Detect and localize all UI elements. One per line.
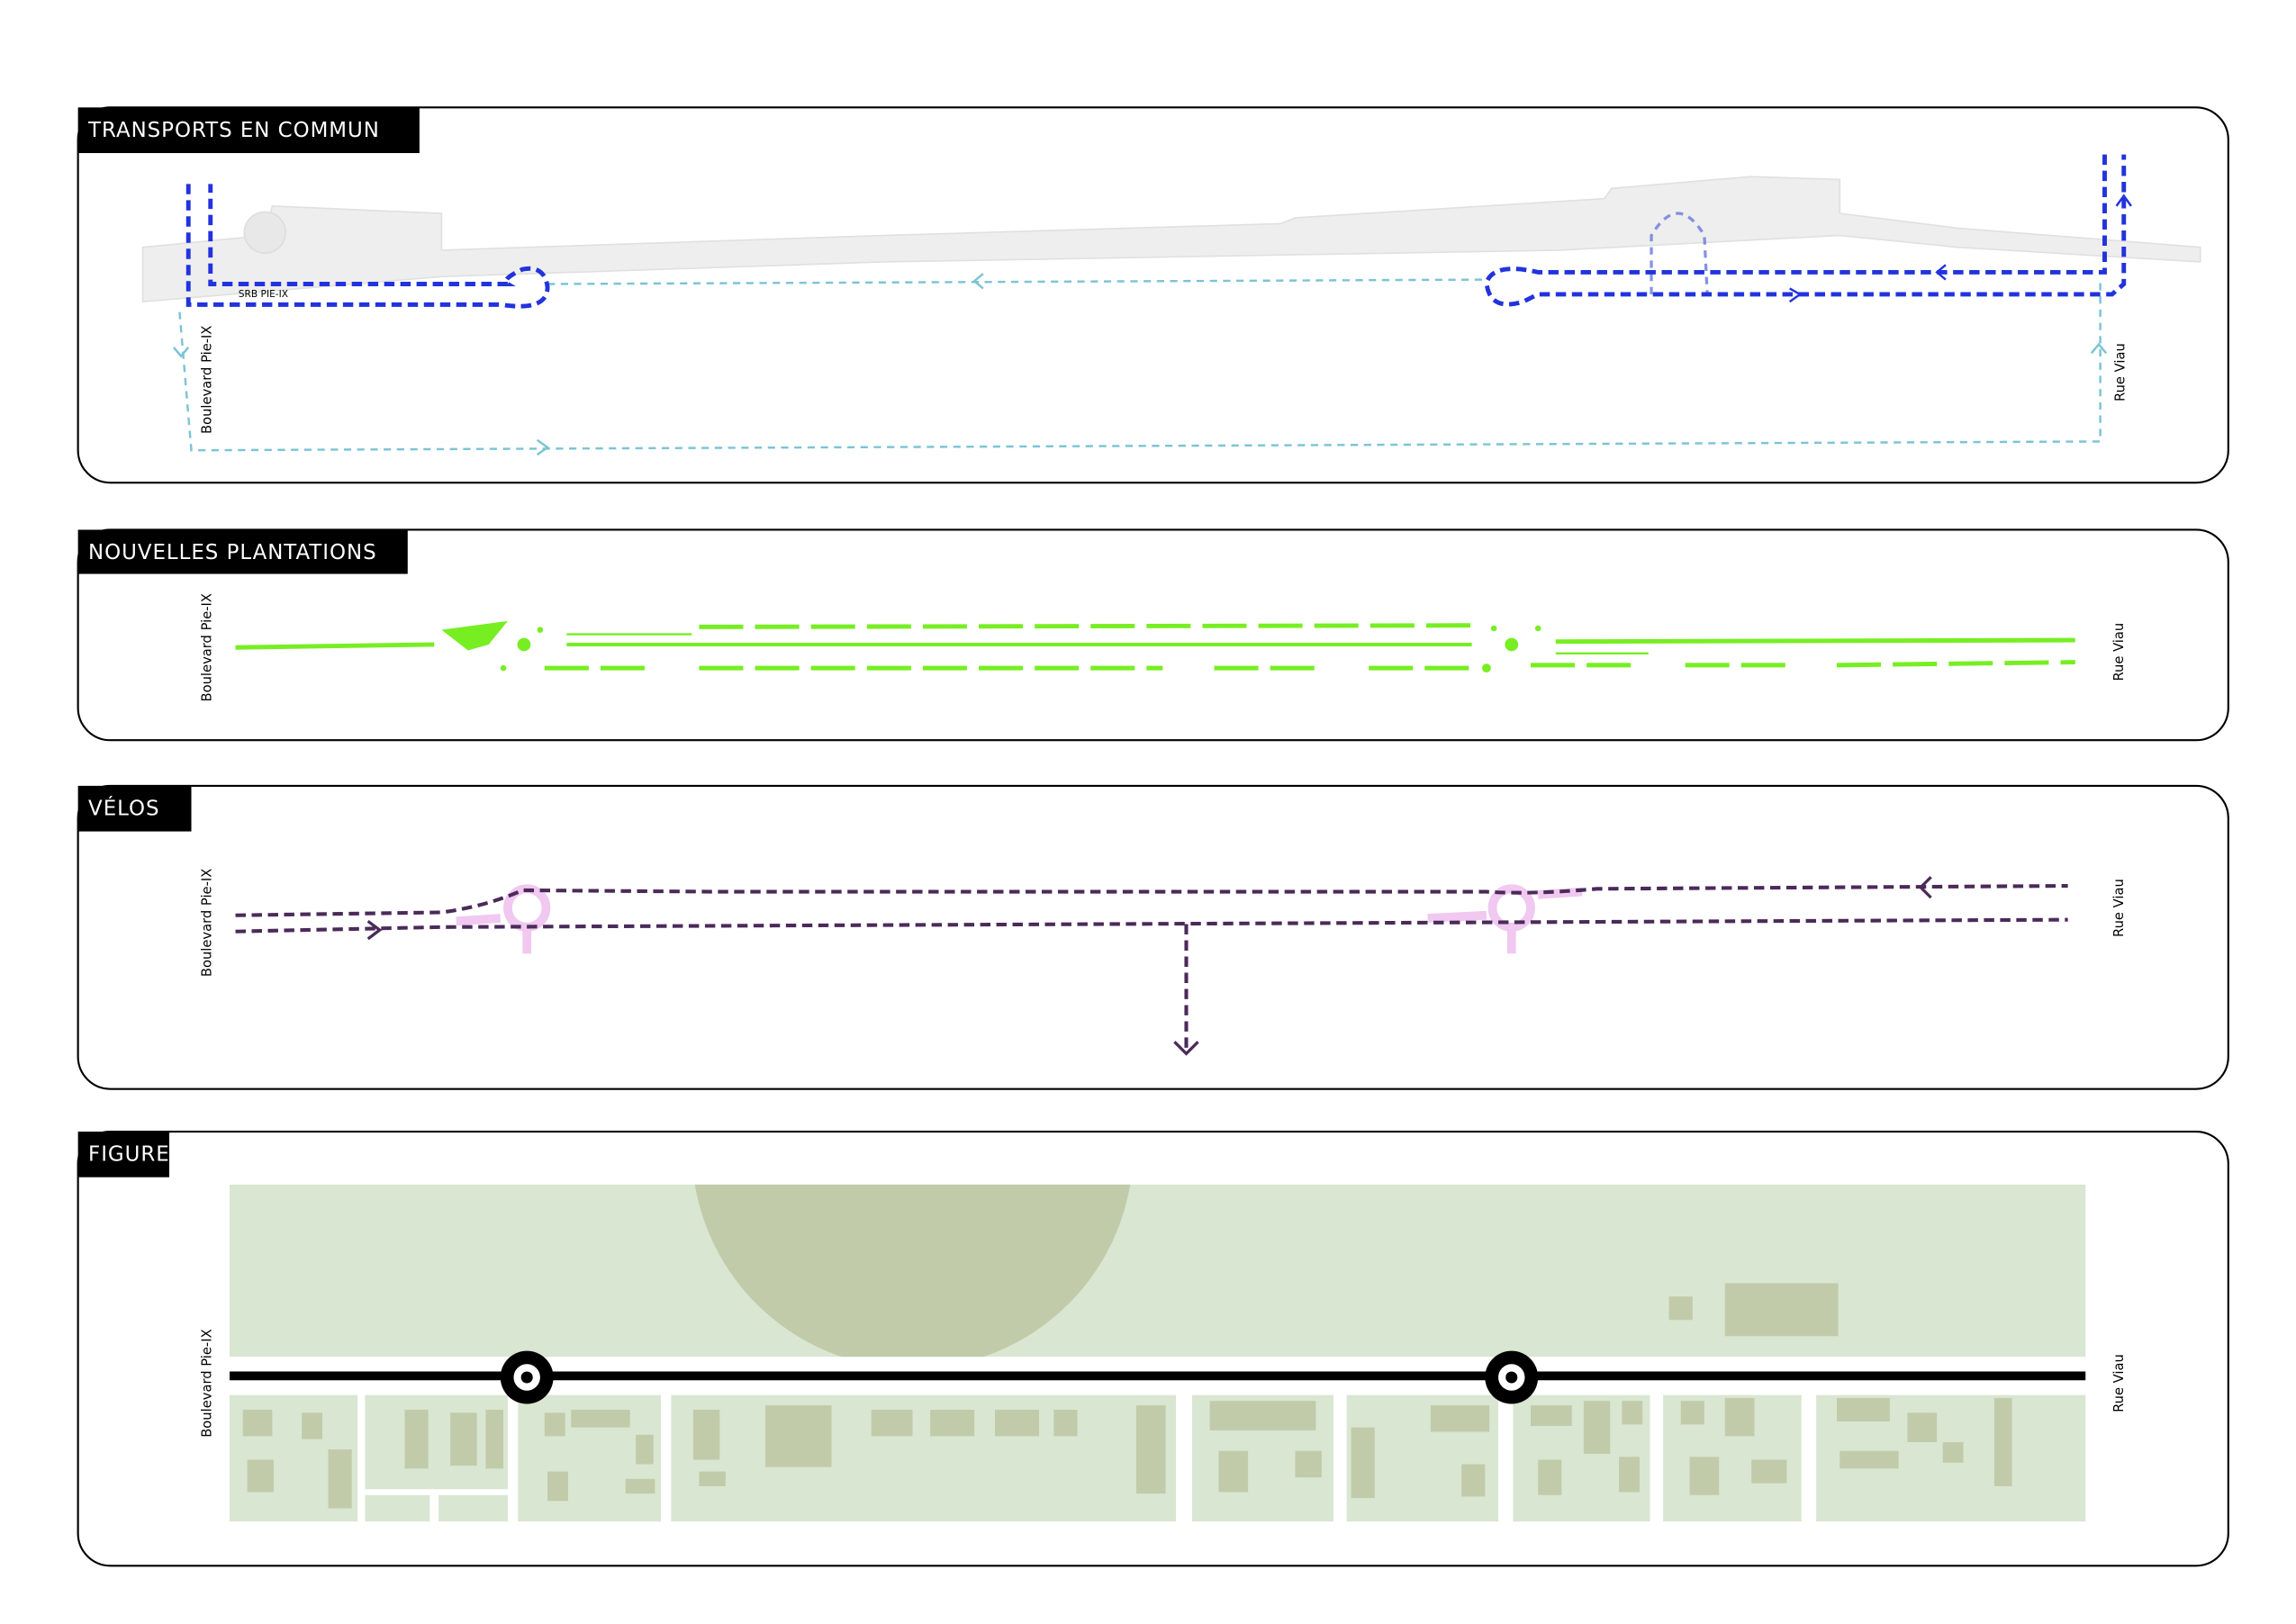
srb-route — [185, 154, 2127, 309]
panel-frame — [77, 784, 2229, 1090]
street-label: Rue Viau — [2111, 623, 2127, 681]
trees — [500, 625, 1541, 673]
arrows — [172, 273, 2108, 456]
tree-rows — [235, 623, 2075, 671]
panel-title: NOUVELLES PLANTATIONS — [88, 541, 377, 564]
panel-plantations: NOUVELLES PLANTATIONS Boulevard Pie-IX R… — [77, 528, 2229, 742]
panel-frame — [77, 1130, 2229, 1567]
street-label: Boulevard Pie-IX — [199, 326, 214, 434]
arrows — [1788, 194, 2132, 303]
bus-route — [178, 278, 2102, 452]
panel-velos: VÉLOS Boulevard Pie-IX Rue Viau — [77, 784, 2229, 1090]
roundabout — [456, 884, 1583, 954]
title-box — [77, 785, 192, 832]
street-label: Rue Viau — [2111, 1354, 2127, 1412]
panel-transports: TRANSPORTS EN COMMUN SRB PIE-IX Boulevar… — [77, 106, 2229, 484]
bus-loop — [1650, 212, 1709, 295]
panel-frame — [77, 528, 2229, 742]
street-label: Boulevard Pie-IX — [199, 593, 214, 701]
planting-bed — [441, 620, 508, 651]
panel-title: FIGURE — [88, 1143, 170, 1167]
title-box — [77, 107, 420, 154]
panel-title: TRANSPORTS EN COMMUN — [87, 119, 380, 142]
title-box — [77, 1132, 169, 1177]
street-label: Boulevard Pie-IX — [199, 1329, 214, 1437]
building — [243, 211, 286, 254]
figure-void — [694, 1184, 1131, 1358]
street-label: Rue Viau — [2111, 879, 2127, 937]
bike-path — [235, 884, 2068, 1051]
buildings — [1668, 1283, 1839, 1337]
arrows — [366, 876, 1932, 1056]
title-box — [77, 529, 408, 574]
road-footprint — [141, 176, 2201, 303]
panel-frame — [77, 106, 2229, 484]
station — [500, 1350, 1539, 1404]
street-label: Boulevard Pie-IX — [199, 869, 214, 977]
panel-title: VÉLOS — [88, 796, 159, 821]
street-label: Rue Viau — [2112, 343, 2128, 401]
panel-figure: FIGURE Boulevard Pie-IX — [77, 1130, 2229, 1567]
buildings — [242, 1397, 2012, 1509]
route-label: SRB PIE-IX — [239, 288, 288, 300]
